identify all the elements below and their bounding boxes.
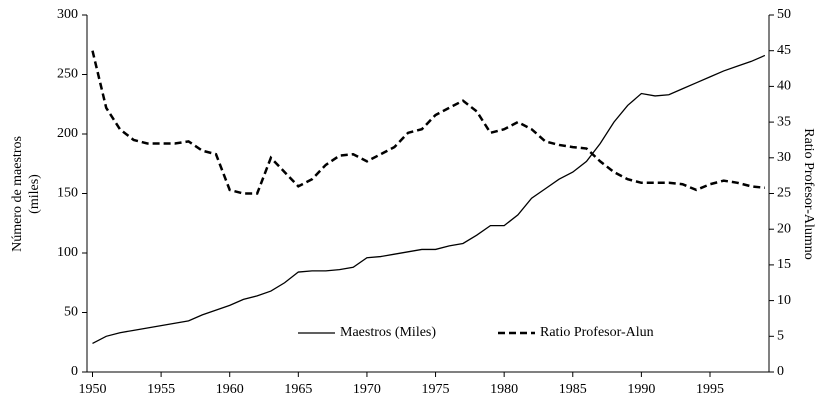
y-tick-label: 0 <box>71 364 78 379</box>
y2-tick-label: 40 <box>777 79 791 94</box>
x-tick-label: 1985 <box>559 382 587 397</box>
x-tick-label: 1990 <box>627 382 655 397</box>
y2-tick-label: 10 <box>777 293 791 308</box>
legend-label: Ratio Profesor-Alun <box>540 325 654 340</box>
x-tick-label: 1980 <box>490 382 518 397</box>
y-tick-label: 100 <box>57 245 78 260</box>
y-tick-label: 200 <box>57 126 78 141</box>
x-tick-label: 1965 <box>284 382 312 397</box>
y-tick-label: 150 <box>57 186 78 201</box>
y2-tick-label: 15 <box>777 257 791 272</box>
y2-tick-label: 0 <box>777 364 784 379</box>
x-tick-label: 1975 <box>422 382 450 397</box>
y2-tick-label: 35 <box>777 114 791 129</box>
y2-tick-label: 45 <box>777 43 791 58</box>
legend-label: Maestros (Miles) <box>340 325 436 340</box>
y-tick-label: 50 <box>64 305 78 320</box>
y-tick-label: 300 <box>57 7 78 22</box>
y2-tick-label: 25 <box>777 186 791 201</box>
y-axis-title: Número de maestros <box>10 136 25 252</box>
x-tick-label: 1955 <box>147 382 175 397</box>
y2-tick-label: 5 <box>777 329 784 344</box>
y2-tick-label: 30 <box>777 150 791 165</box>
series-line <box>91 50 766 195</box>
x-tick-label: 1995 <box>696 382 724 397</box>
x-tick-label: 1960 <box>216 382 244 397</box>
y2-tick-label: 50 <box>777 7 791 22</box>
y-tick-label: 250 <box>57 67 78 82</box>
x-tick-label: 1950 <box>78 382 106 397</box>
y2-axis-title: Ratio Profesor-Alumno <box>801 128 816 260</box>
series-line <box>92 54 766 345</box>
y-axis-title: (miles) <box>27 174 42 214</box>
y2-tick-label: 20 <box>777 221 791 236</box>
x-tick-label: 1970 <box>353 382 381 397</box>
